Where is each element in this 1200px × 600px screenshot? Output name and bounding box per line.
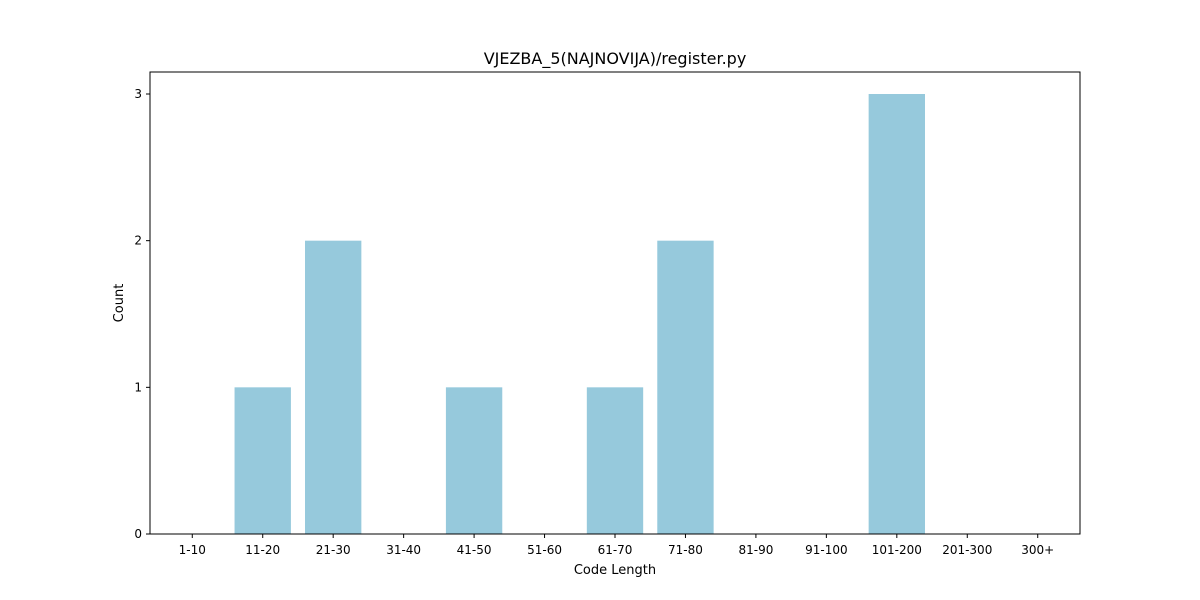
x-axis-label: Code Length bbox=[574, 563, 656, 578]
x-tick-label: 300+ bbox=[1021, 543, 1054, 557]
x-tick-label: 61-70 bbox=[598, 543, 633, 557]
y-tick-label: 2 bbox=[134, 234, 142, 248]
x-tick-label: 81-90 bbox=[738, 543, 773, 557]
bar-71-80 bbox=[657, 240, 714, 535]
bar-41-50 bbox=[445, 387, 503, 534]
plot-frame bbox=[149, 71, 1081, 535]
bar-61-70 bbox=[586, 387, 644, 534]
bars-layer bbox=[234, 94, 925, 535]
x-tick-label: 41-50 bbox=[457, 543, 492, 557]
bar-101-200 bbox=[868, 94, 925, 534]
bar-11-20 bbox=[234, 387, 291, 534]
x-tick-label: 51-60 bbox=[527, 543, 562, 557]
x-tick-label: 101-200 bbox=[872, 543, 922, 557]
bar-21-30 bbox=[305, 240, 362, 535]
x-tick-label: 1-10 bbox=[179, 543, 206, 557]
y-tick-label: 1 bbox=[134, 380, 142, 394]
y-tick-label: 3 bbox=[134, 87, 142, 101]
x-tick-label: 71-80 bbox=[668, 543, 703, 557]
axes-layer: 1-10 11-20 21-30 31-40 41-50 51-60 61-70 71-80 8… bbox=[134, 87, 1054, 557]
x-tick-label: 91-100 bbox=[805, 543, 848, 557]
chart-title: VJEZBA_5(NAJNOVIJA)/register.py bbox=[484, 49, 747, 69]
x-tick-label: 21-30 bbox=[316, 543, 351, 557]
y-axis-label: Count bbox=[112, 284, 127, 323]
y-tick-label: 0 bbox=[134, 527, 142, 541]
x-tick-label: 11-20 bbox=[245, 543, 280, 557]
x-tick-label: 201-300 bbox=[942, 543, 992, 557]
x-tick-label: 31-40 bbox=[386, 543, 421, 557]
